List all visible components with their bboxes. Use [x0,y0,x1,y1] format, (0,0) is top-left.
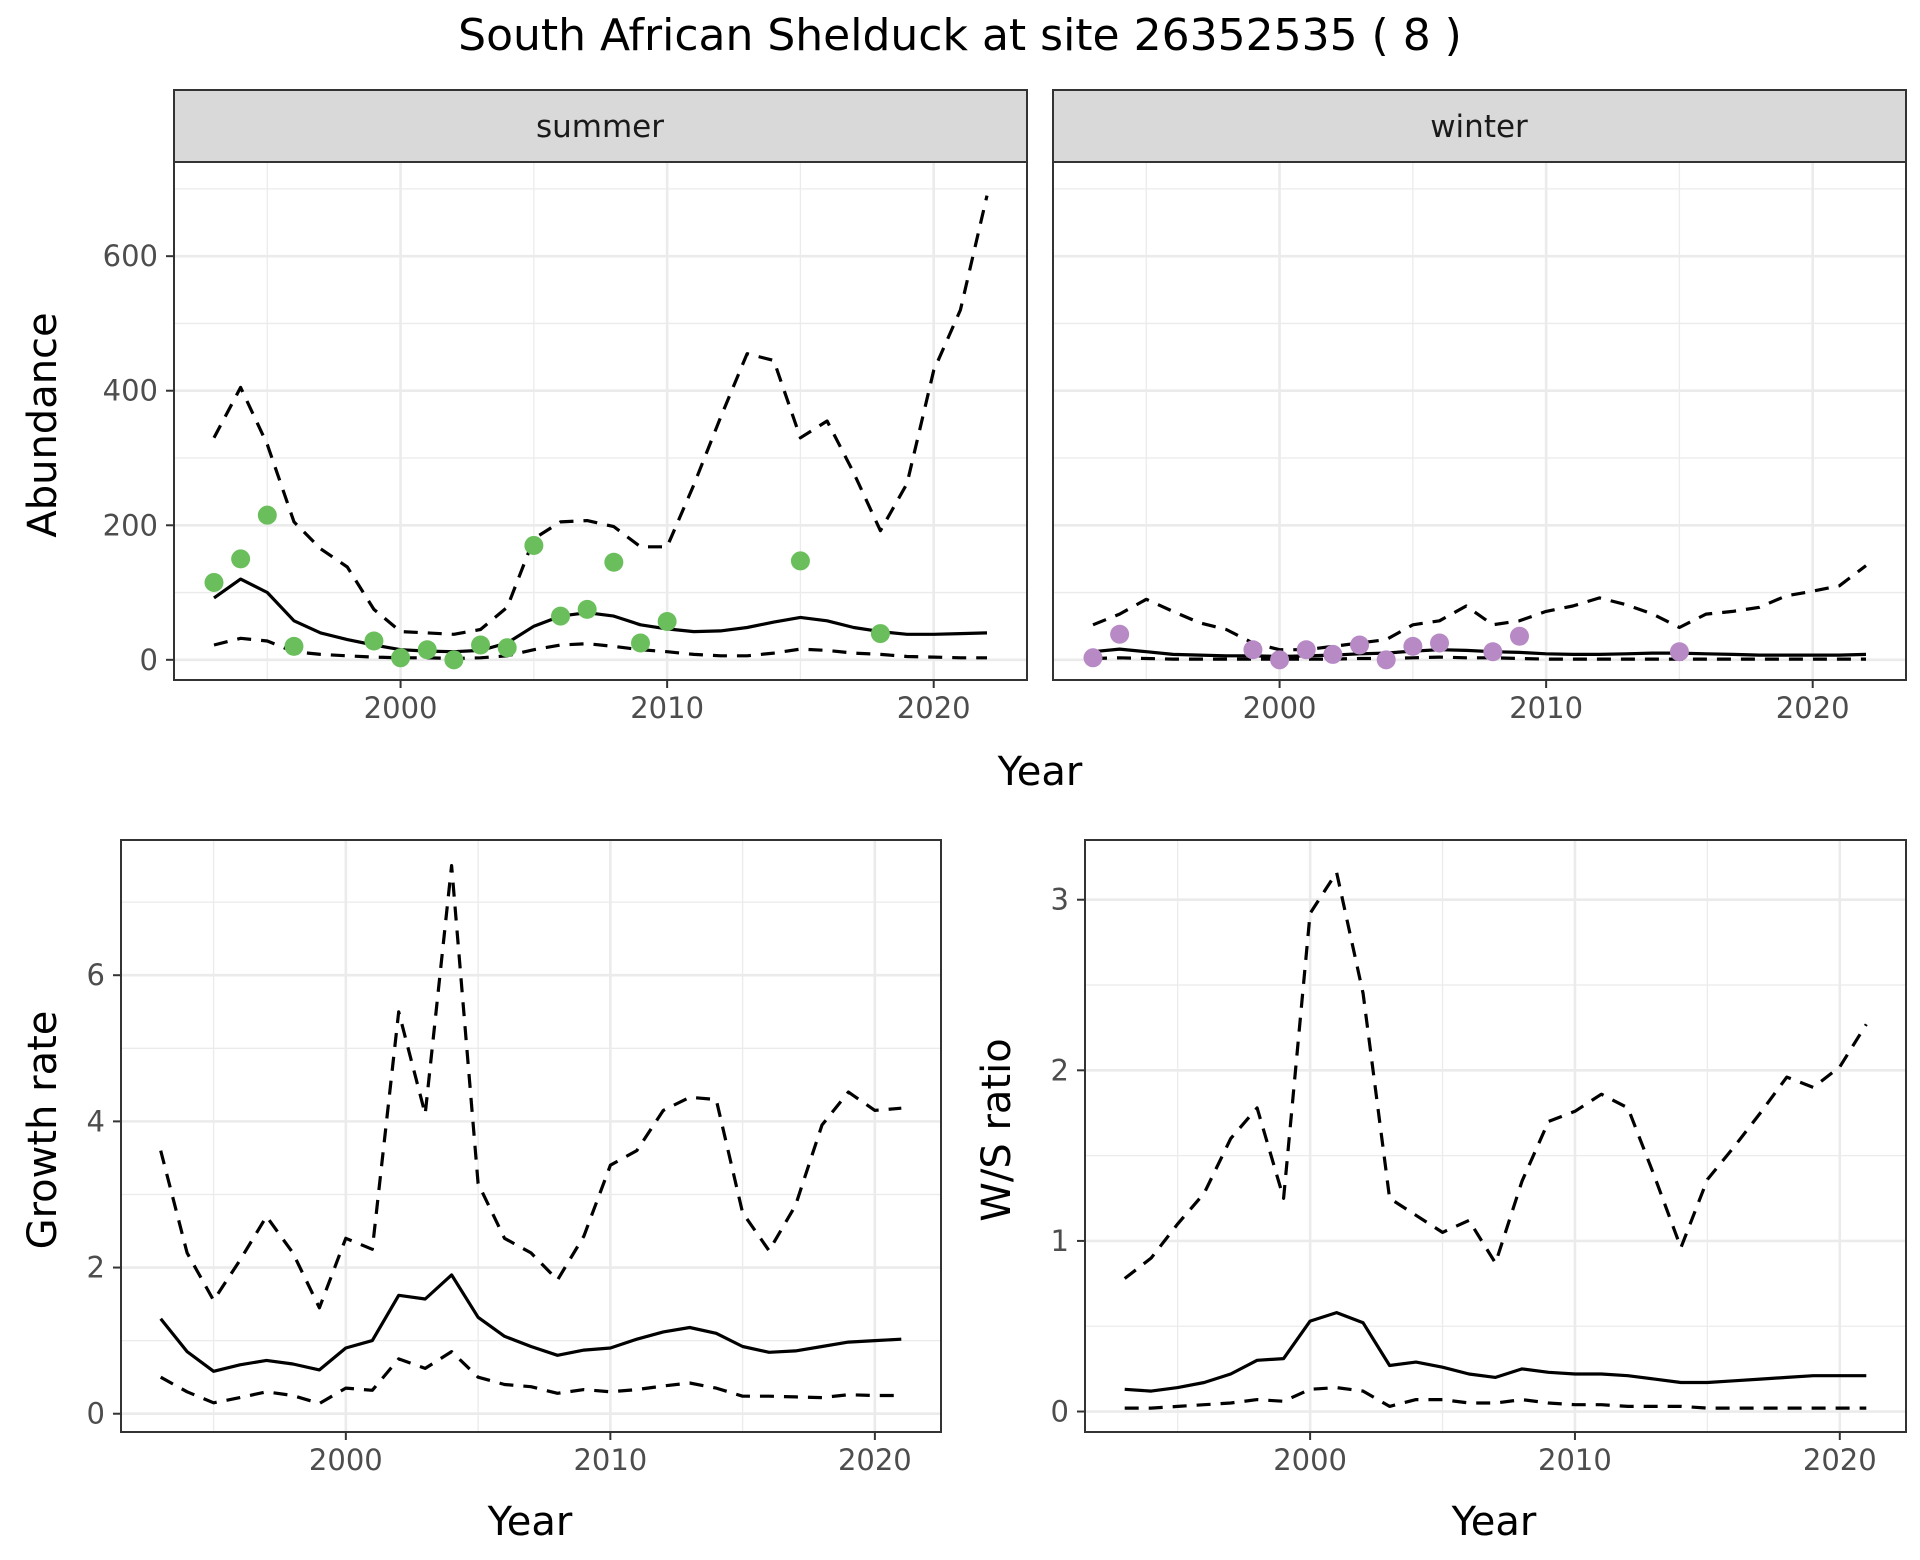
summer-count-point [604,552,624,572]
winter-count-point [1430,633,1450,653]
summer-y-tick-label: 400 [103,374,158,408]
growth-panel-border [120,839,942,1433]
summer-count-point [471,635,491,655]
growth-series-line-lower-bound [159,1350,902,1406]
winter-count-point [1403,636,1423,656]
growth-series-line-estimate [159,1273,902,1373]
summer-count-point [257,505,277,525]
summer-count-point [657,611,677,631]
ratio-x-tick-label: 2020 [1803,1443,1877,1477]
summer-count-point [551,606,571,626]
abundance-y-axis-title: Abundance [20,312,66,537]
winter-count-point [1110,624,1130,644]
summer-series-line-lower-bound [213,636,987,661]
summer-count-point [524,535,544,555]
chart-title: South African Shelduck at site 26352535 … [458,10,1462,61]
growth-x-tick-label: 2010 [573,1443,647,1477]
winter-count-point [1083,648,1103,668]
winter-panel-border [1052,161,1907,681]
growth-y-tick-label: 6 [87,958,105,992]
winter-series-line-upper-bound [1092,564,1867,652]
summer-count-point [231,549,251,569]
summer-count-point [870,624,890,644]
ratio-series-line-estimate [1124,1311,1867,1393]
summer-y-tick-label: 0 [140,643,158,677]
summer-count-point [364,631,384,651]
summer-plot-area: 2000 2010 2020 0 200 400 600 [103,161,1028,725]
summer-count-point [444,650,464,670]
summer-count-point [790,551,810,571]
growth-x-axis-title: Year [487,1499,573,1545]
growth-plot-area: 2000 2010 2020 0 2 4 6 [87,839,942,1477]
summer-count-point [630,633,650,653]
summer-count-point [577,599,597,619]
summer-x-tick-label: 2020 [897,691,971,725]
growth-y-axis-title: Growth rate [20,1011,66,1250]
winter-count-point [1296,640,1316,660]
winter-series-line-lower-bound [1092,655,1866,661]
summer-x-tick-label: 2000 [364,691,438,725]
ratio-y-tick-label: 1 [1051,1224,1069,1258]
winter-plot-area: 2000 2010 2020 [1052,161,1907,725]
growth-y-tick-label: 4 [87,1104,105,1138]
winter-strip [1052,89,1907,163]
ratio-y-tick-label: 3 [1051,883,1069,917]
growth-x-tick-label: 2000 [309,1443,383,1477]
growth-series-line-upper-bound [159,864,902,1310]
summer-y-tick-label: 200 [103,508,158,542]
winter-count-point [1669,642,1689,662]
summer-x-tick-label: 2010 [630,691,704,725]
ratio-panel-border [1084,839,1907,1433]
ratio-x-tick-label: 2000 [1273,1443,1347,1477]
summer-count-point [417,640,437,660]
summer-series-line-estimate [213,577,988,654]
ratio-series-line-upper-bound [1123,870,1868,1280]
summer-count-point [284,636,304,656]
winter-panel: winter 2000 2010 2020 [1052,89,1907,725]
ratio-y-tick-label: 2 [1051,1053,1069,1087]
growth-y-tick-label: 0 [87,1397,105,1431]
growth-panel: 2000 2010 2020 0 2 4 6 [87,839,942,1477]
winter-count-point [1270,650,1290,670]
winter-x-tick-label: 2000 [1243,691,1317,725]
summer-strip-label: summer [536,109,664,145]
summer-y-tick-label: 600 [103,239,158,273]
winter-count-point [1509,626,1529,646]
ratio-series-line-lower-bound [1124,1386,1867,1410]
ratio-y-axis-title: W/S ratio [974,1038,1020,1221]
winter-count-point [1350,635,1370,655]
summer-count-point [497,638,517,658]
ratio-x-tick-label: 2010 [1538,1443,1612,1477]
top-x-axis-title: Year [997,749,1083,795]
winter-strip-label: winter [1430,109,1528,145]
winter-count-point [1376,650,1396,670]
summer-panel-border [173,161,1028,681]
summer-series-line-upper-bound [212,195,989,636]
winter-x-tick-label: 2020 [1776,691,1850,725]
winter-series-line-estimate [1092,647,1867,659]
growth-x-tick-label: 2020 [838,1443,912,1477]
ratio-y-tick-label: 0 [1051,1395,1069,1429]
winter-count-point [1323,644,1343,664]
summer-panel: summer 2000 2010 2020 0 200 400 600 [103,89,1028,725]
growth-y-tick-label: 2 [87,1251,105,1285]
winter-count-point [1483,642,1503,662]
ratio-plot-area: 2000 2010 2020 0 1 2 3 [1051,839,1907,1477]
summer-strip [173,89,1028,163]
winter-count-point [1243,640,1263,660]
ratio-x-axis-title: Year [1451,1499,1537,1545]
summer-count-point [391,648,411,668]
winter-x-tick-label: 2010 [1509,691,1583,725]
ratio-panel: 2000 2010 2020 0 1 2 3 [1051,839,1907,1477]
summer-count-point [204,572,224,592]
